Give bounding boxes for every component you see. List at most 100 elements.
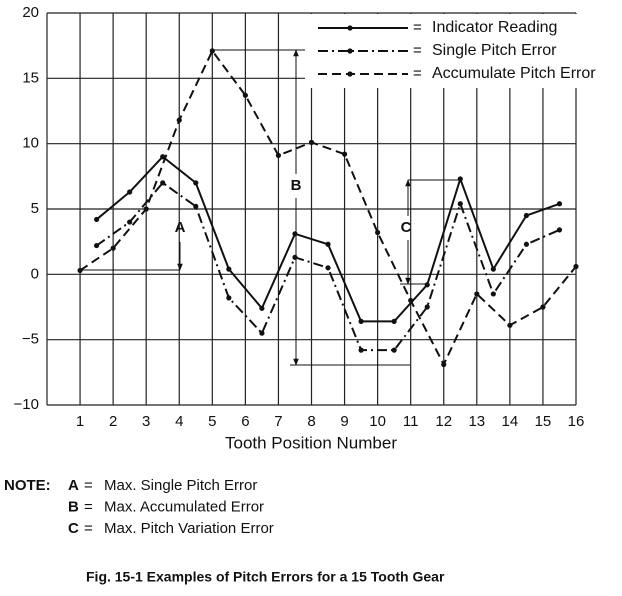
note-separator: =: [84, 477, 93, 494]
data-point: [242, 92, 248, 98]
data-point: [275, 152, 282, 159]
note-key: A: [68, 477, 79, 494]
series: [77, 48, 579, 368]
series-line: [95, 155, 560, 323]
data-point: [325, 265, 331, 271]
x-tick-label: 7: [274, 413, 282, 430]
legend-label: Single Pitch Error: [432, 42, 557, 59]
data-point: [358, 318, 364, 324]
data-point: [259, 305, 265, 311]
legend-separator: =: [413, 19, 422, 36]
note-text: Max. Accumulated Error: [104, 498, 264, 515]
y-tick-label: −5: [22, 331, 39, 348]
legend-label: Indicator Reading: [432, 19, 557, 36]
data-point: [77, 267, 83, 274]
legend-box: [305, 14, 620, 88]
legend-marker: [347, 25, 353, 31]
x-tick-label: 8: [307, 413, 315, 430]
annotation: B: [291, 177, 302, 194]
data-point: [375, 229, 381, 236]
data-point: [308, 139, 315, 145]
data-point: [490, 291, 496, 297]
data-point: [523, 241, 530, 247]
data-point: [474, 291, 480, 297]
data-point: [556, 201, 563, 207]
data-point: [391, 318, 397, 324]
data-point: [391, 347, 397, 353]
data-point: [160, 154, 166, 160]
note-separator: =: [84, 498, 93, 515]
x-tick-label: 4: [175, 413, 183, 430]
data-point: [490, 266, 496, 272]
y-tick-label: 15: [22, 69, 39, 86]
y-tick-label: 0: [31, 265, 39, 282]
data-point: [193, 203, 199, 209]
data-point: [341, 151, 348, 157]
x-tick-label: 12: [435, 413, 452, 430]
y-tick-label: 20: [22, 4, 39, 21]
x-tick-label: 3: [142, 413, 150, 430]
data-point: [424, 282, 430, 288]
x-tick-label: 10: [369, 413, 386, 430]
note-label: NOTE:: [4, 477, 51, 494]
x-tick-label: 2: [109, 413, 117, 430]
note-text: Max. Pitch Variation Error: [104, 520, 274, 537]
data-point: [127, 219, 133, 225]
data-point: [226, 295, 232, 301]
x-tick-label: 15: [535, 413, 552, 430]
note-key: B: [68, 498, 79, 515]
data-point: [259, 330, 265, 336]
legend-marker: [347, 48, 353, 54]
data-point: [226, 266, 232, 272]
data-point: [209, 48, 215, 54]
data-point: [292, 254, 298, 260]
x-tick-label: 14: [502, 413, 519, 430]
legend: = Indicator Reading = Single Pitch Error = Ac…: [318, 19, 596, 82]
x-tick-label: 11: [403, 413, 419, 430]
data-point: [556, 227, 563, 233]
data-point: [573, 263, 579, 270]
data-point: [358, 347, 364, 353]
x-tick-label: 5: [208, 413, 216, 430]
annotation: C: [401, 219, 412, 236]
x-tick-label: 1: [76, 413, 84, 430]
legend-marker: [347, 71, 353, 77]
x-tick-label: 16: [568, 413, 585, 430]
y-tick-label: −10: [14, 396, 39, 413]
note-text: Max. Single Pitch Error: [104, 477, 257, 494]
x-tick-label: 6: [241, 413, 249, 430]
caption: Fig. 15-1 Examples of Pitch Errors for a…: [86, 569, 445, 585]
legend-separator: =: [413, 65, 422, 82]
data-point: [93, 216, 100, 223]
y-tick-label: 5: [31, 200, 39, 217]
data-point: [176, 117, 182, 123]
legend-separator: =: [413, 42, 422, 59]
data-point: [540, 304, 546, 310]
data-point: [507, 322, 513, 328]
note-separator: =: [84, 520, 93, 537]
series-line: [79, 48, 577, 367]
legend-label: Accumulate Pitch Error: [432, 65, 596, 82]
data-point: [143, 206, 149, 212]
data-point: [325, 241, 331, 247]
data-point: [457, 176, 463, 182]
data-point: [110, 245, 116, 251]
data-point: [523, 212, 530, 219]
x-axis-label: Tooth Position Number: [225, 433, 397, 452]
data-point: [292, 231, 298, 237]
data-point: [160, 180, 166, 186]
note: A = Max. Single Pitch Error B = Max. Accumula…: [68, 477, 274, 537]
data-point: [408, 297, 414, 304]
data-point: [441, 361, 447, 368]
data-point: [457, 201, 463, 207]
data-point: [127, 189, 133, 195]
note-key: C: [68, 520, 79, 537]
data-point: [424, 304, 430, 310]
y-tick-label: 10: [22, 135, 39, 152]
annotation: A: [175, 219, 186, 236]
data-point: [193, 180, 199, 186]
data-point: [93, 242, 100, 249]
x-tick-label: 9: [340, 413, 348, 430]
x-tick-label: 13: [468, 413, 485, 430]
